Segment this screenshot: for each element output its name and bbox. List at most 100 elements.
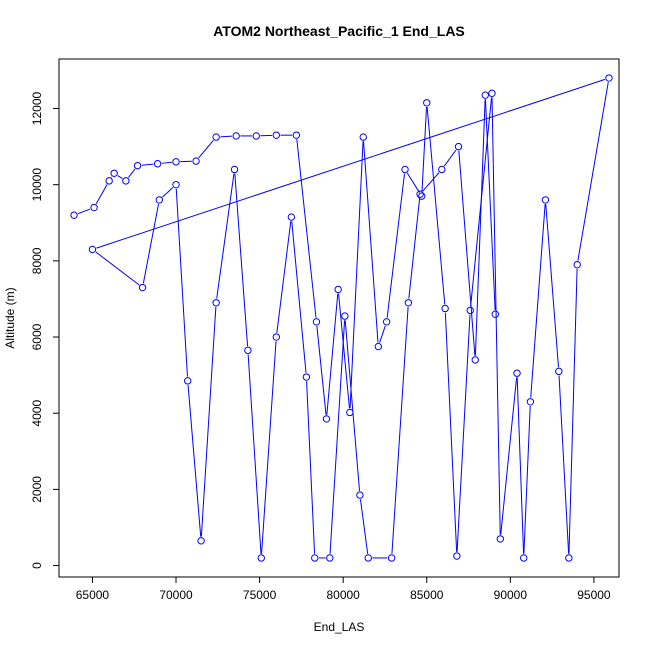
data-point [197, 537, 205, 545]
data-point [155, 196, 163, 204]
series-line-segment [128, 168, 136, 178]
series-line-segment [443, 149, 457, 167]
data-point [133, 161, 142, 170]
data-point [496, 535, 505, 543]
series-line-segment [306, 381, 316, 554]
series-line-segment [408, 198, 421, 299]
data-point [244, 346, 252, 355]
series-line-segment [216, 173, 235, 299]
data-point [326, 554, 334, 562]
data-point [356, 491, 364, 499]
series-line-segment [349, 141, 364, 409]
x-tick-label: 75000 [243, 588, 277, 602]
data-point [212, 299, 220, 307]
data-point [252, 132, 260, 140]
series-line-segment [338, 293, 350, 409]
data-point [341, 312, 349, 320]
data-point [454, 142, 463, 151]
y-tick-label: 8000 [30, 247, 44, 274]
series-line-segment [296, 139, 317, 318]
series-line-segment [142, 203, 160, 284]
x-tick-label: 90000 [494, 588, 528, 602]
data-point [88, 245, 97, 254]
series-line-segment [568, 268, 578, 554]
series-line-segment [422, 172, 440, 192]
data-point [555, 367, 563, 376]
series-line-segment [247, 354, 262, 554]
chart-title: ATOM2 Northeast_Pacific_1 End_LAS [213, 23, 465, 39]
data-point [364, 554, 372, 562]
series-line-segment [359, 499, 369, 554]
data-point [423, 99, 431, 107]
series-line-segment [391, 306, 409, 554]
data-point [334, 285, 342, 294]
data-point [172, 158, 180, 166]
series-line-segment [456, 314, 471, 552]
series-line-segment [117, 175, 123, 180]
series-line-segment [141, 163, 154, 166]
series-line-segment [162, 187, 174, 198]
y-tick-label: 12000 [30, 92, 44, 126]
data-point [272, 131, 281, 139]
series-line-segment [234, 173, 249, 347]
series-line-segment [421, 106, 428, 192]
data-point [605, 74, 613, 82]
data-point [192, 157, 200, 165]
series-line-segment [363, 141, 379, 343]
series-line-segment [96, 78, 606, 249]
data-point [573, 260, 581, 269]
data-point [541, 196, 550, 204]
series-line-segment [261, 341, 277, 554]
data-point [70, 211, 78, 219]
data-point [110, 169, 118, 177]
data-point [287, 213, 296, 221]
series-line-segment [316, 325, 327, 415]
y-tick-label: 2000 [30, 476, 44, 503]
series-line-segment [95, 184, 108, 205]
data-point [416, 190, 424, 198]
data-point [257, 554, 265, 562]
data-point [359, 133, 367, 141]
series-line-segment [77, 208, 91, 215]
x-axis-label: End_LAS [314, 620, 365, 634]
series-line-segment [426, 106, 446, 305]
series-line-segment [484, 99, 496, 311]
data-point [441, 304, 449, 313]
series-line-segment [558, 375, 570, 554]
x-tick-label: 80000 [326, 588, 360, 602]
data-point [401, 165, 409, 174]
data-point [453, 552, 461, 560]
series-line-segment [291, 221, 307, 373]
y-axis-label: Altitude (m) [3, 287, 17, 348]
data-point [471, 356, 479, 364]
data-point [138, 283, 147, 292]
data-point [122, 177, 130, 185]
series-line-segment [458, 150, 476, 356]
data-point [466, 306, 474, 315]
data-point [312, 318, 321, 326]
data-point [302, 373, 311, 381]
data-point [322, 415, 331, 423]
series-line-segment [198, 139, 214, 159]
data-point [346, 408, 354, 417]
data-point [153, 160, 162, 168]
data-point [90, 203, 98, 212]
plot-frame [58, 58, 620, 578]
series-line-segment [326, 293, 339, 415]
y-tick-label: 6000 [30, 323, 44, 350]
data-point [513, 369, 521, 377]
y-tick-label: 0 [30, 562, 44, 569]
series-line-segment [220, 135, 233, 138]
series-line-segment [379, 325, 386, 343]
data-series [70, 74, 613, 562]
series-line-segment [474, 99, 486, 356]
series-line-segment [523, 405, 531, 554]
series-line-segment [175, 188, 188, 377]
series-line-segment [386, 173, 406, 318]
data-point [387, 554, 396, 562]
series-line-segment [577, 82, 609, 261]
series-line-segment [95, 251, 140, 286]
series-line-segment [516, 377, 525, 554]
x-tick-label: 65000 [76, 588, 110, 602]
